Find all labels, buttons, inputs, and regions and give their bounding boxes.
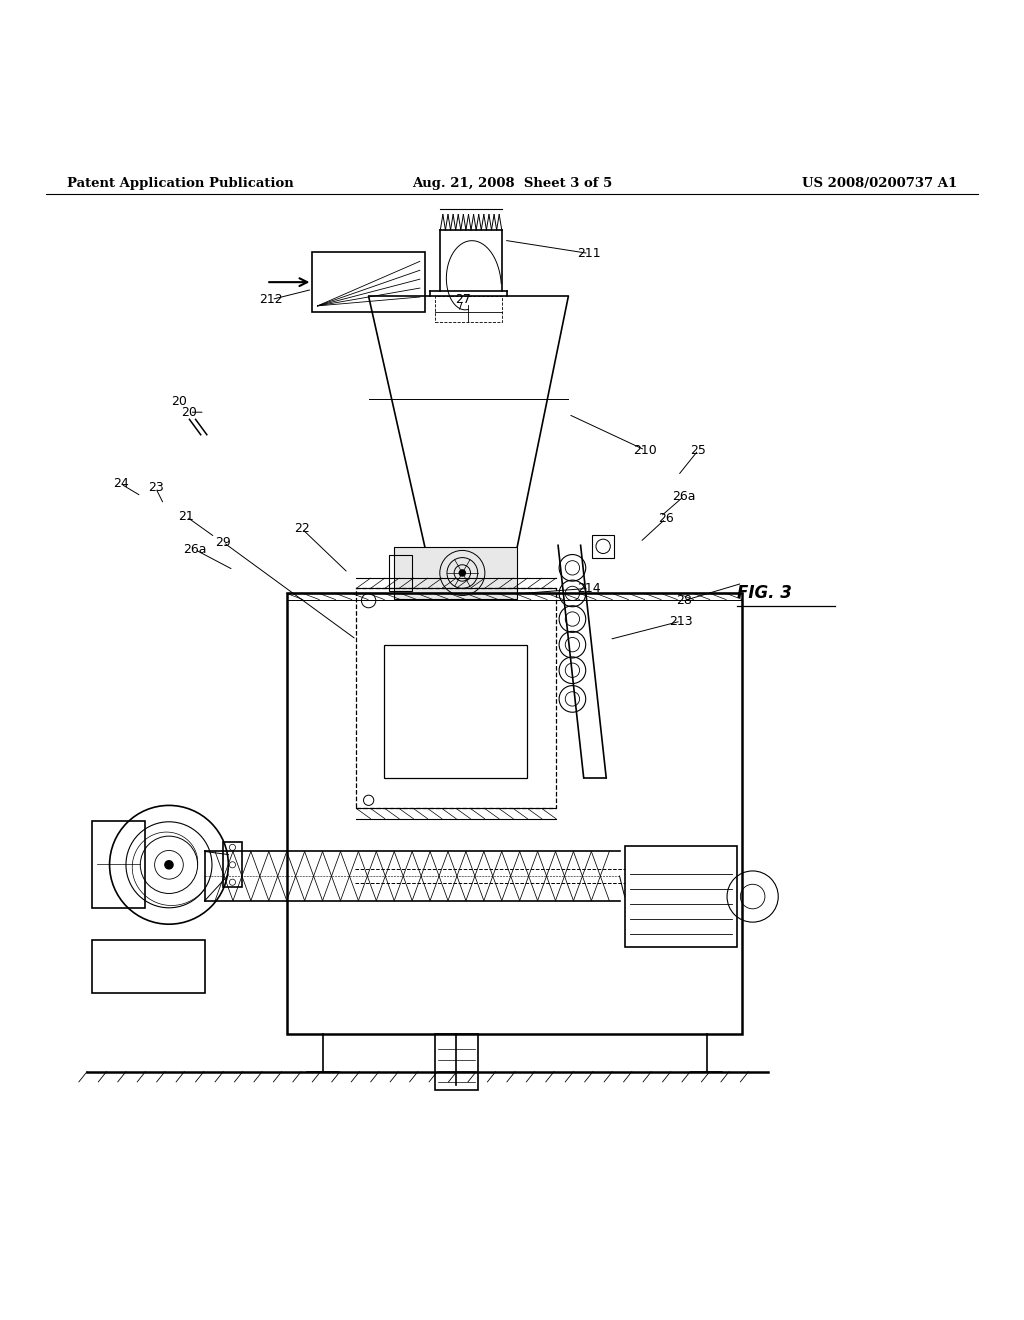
Bar [435,297,502,322]
Text: FIG. 3: FIG. 3 [737,585,793,602]
Bar [356,589,556,808]
Bar [384,644,527,777]
Text: 20: 20 [181,405,198,418]
Text: 20: 20 [171,396,187,408]
Text: 212: 212 [259,293,284,306]
Text: 27: 27 [455,293,471,306]
Text: 26a: 26a [673,490,695,503]
Text: 24: 24 [113,478,129,490]
Bar [435,1034,478,1090]
Text: 211: 211 [577,247,601,260]
Text: 214: 214 [577,582,601,595]
Text: 26a: 26a [183,543,206,556]
Text: 22: 22 [294,523,310,536]
Text: 28: 28 [676,594,692,607]
Circle shape [459,570,465,576]
Bar [394,548,517,598]
Text: 210: 210 [633,444,657,457]
Bar [625,846,737,946]
Bar [389,554,412,591]
Bar [592,535,614,557]
Text: 29: 29 [215,536,231,549]
Text: 213: 213 [669,615,693,627]
Bar [312,252,425,312]
Text: Patent Application Publication: Patent Application Publication [67,177,293,190]
Bar [92,821,145,908]
Circle shape [165,861,173,869]
Bar [223,842,242,887]
Text: 23: 23 [147,482,164,495]
Text: Aug. 21, 2008  Sheet 3 of 5: Aug. 21, 2008 Sheet 3 of 5 [412,177,612,190]
Text: US 2008/0200737 A1: US 2008/0200737 A1 [802,177,957,190]
Bar [287,594,742,1034]
Text: 26: 26 [657,512,674,525]
Text: 21: 21 [178,510,195,523]
Text: 25: 25 [690,444,707,457]
Bar [92,940,205,993]
